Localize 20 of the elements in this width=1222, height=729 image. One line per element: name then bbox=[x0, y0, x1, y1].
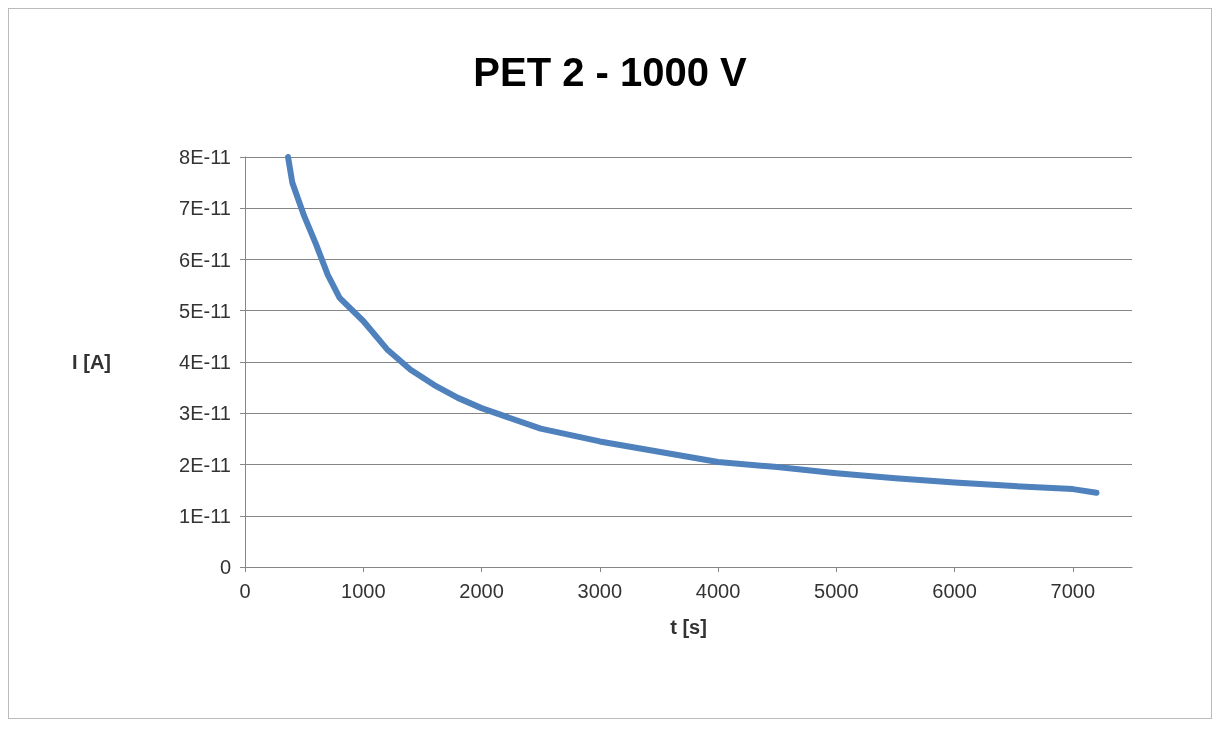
x-tick-label: 7000 bbox=[1050, 580, 1096, 602]
y-tick-label: 3E-11 bbox=[179, 402, 231, 425]
x-tick-label: 6000 bbox=[932, 580, 977, 602]
x-tick-label: 0 bbox=[239, 580, 251, 602]
chart-title: PET 2 - 1000 V bbox=[473, 50, 748, 94]
y-tick-label: 2E-11 bbox=[179, 453, 231, 476]
y-tick-label: 7E-11 bbox=[179, 197, 231, 220]
y-tick-label: 0 bbox=[219, 556, 231, 578]
x-tick-label: 3000 bbox=[577, 580, 623, 602]
y-axis-title: I [A] bbox=[72, 351, 111, 373]
y-tick-label: 4E-11 bbox=[179, 351, 231, 373]
y-tick-label: 1E-11 bbox=[179, 504, 231, 527]
y-tick-label: 6E-11 bbox=[179, 248, 231, 271]
x-tick-label: 1000 bbox=[341, 580, 386, 602]
x-tick-label: 4000 bbox=[695, 580, 741, 602]
y-tick-label: 8E-11 bbox=[179, 146, 231, 168]
x-tick-label: 2000 bbox=[459, 580, 504, 602]
x-axis-title: t [s] bbox=[670, 616, 707, 638]
y-tick-label: 5E-11 bbox=[179, 299, 231, 322]
x-tick-label: 5000 bbox=[814, 580, 859, 602]
